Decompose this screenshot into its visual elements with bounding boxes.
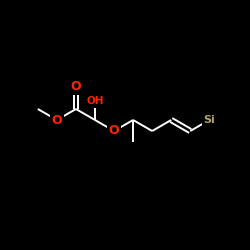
Text: O: O <box>71 80 81 94</box>
Text: O: O <box>109 124 119 138</box>
Text: Si: Si <box>204 115 215 125</box>
Text: OH: OH <box>86 96 104 106</box>
Text: O: O <box>52 114 62 126</box>
